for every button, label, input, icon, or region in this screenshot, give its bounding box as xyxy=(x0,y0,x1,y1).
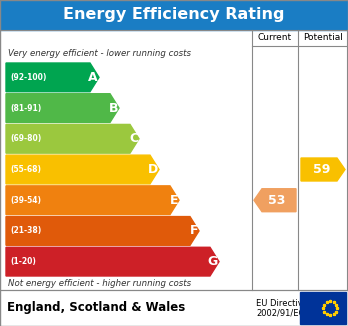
Text: 2002/91/EC: 2002/91/EC xyxy=(256,308,304,318)
Bar xyxy=(300,292,346,324)
Text: G: G xyxy=(208,255,218,268)
Polygon shape xyxy=(6,155,159,184)
Text: (69-80): (69-80) xyxy=(10,134,41,143)
Text: (92-100): (92-100) xyxy=(10,73,46,82)
Text: Very energy efficient - lower running costs: Very energy efficient - lower running co… xyxy=(8,49,191,58)
Text: Energy Efficiency Rating: Energy Efficiency Rating xyxy=(63,7,285,22)
Text: (81-91): (81-91) xyxy=(10,104,41,112)
Bar xyxy=(0,0,348,30)
Text: F: F xyxy=(190,224,198,237)
Text: A: A xyxy=(88,71,98,84)
Text: Current: Current xyxy=(258,34,292,42)
Bar xyxy=(0,290,348,326)
Text: 53: 53 xyxy=(268,194,286,207)
Text: C: C xyxy=(129,132,138,145)
Text: (21-38): (21-38) xyxy=(10,227,41,235)
Polygon shape xyxy=(254,189,296,212)
Polygon shape xyxy=(6,247,219,276)
Polygon shape xyxy=(6,186,179,215)
Text: D: D xyxy=(148,163,158,176)
Text: (55-68): (55-68) xyxy=(10,165,41,174)
Text: (1-20): (1-20) xyxy=(10,257,36,266)
Polygon shape xyxy=(6,216,199,245)
Polygon shape xyxy=(6,125,139,153)
Text: E: E xyxy=(169,194,178,207)
Text: B: B xyxy=(109,102,118,114)
Text: England, Scotland & Wales: England, Scotland & Wales xyxy=(7,302,185,315)
Polygon shape xyxy=(301,158,345,181)
Text: Not energy efficient - higher running costs: Not energy efficient - higher running co… xyxy=(8,278,191,288)
Text: (39-54): (39-54) xyxy=(10,196,41,205)
Polygon shape xyxy=(6,94,119,123)
Text: Potential: Potential xyxy=(303,34,343,42)
Text: 59: 59 xyxy=(313,163,331,176)
Polygon shape xyxy=(6,63,99,92)
Text: EU Directive: EU Directive xyxy=(256,299,308,307)
